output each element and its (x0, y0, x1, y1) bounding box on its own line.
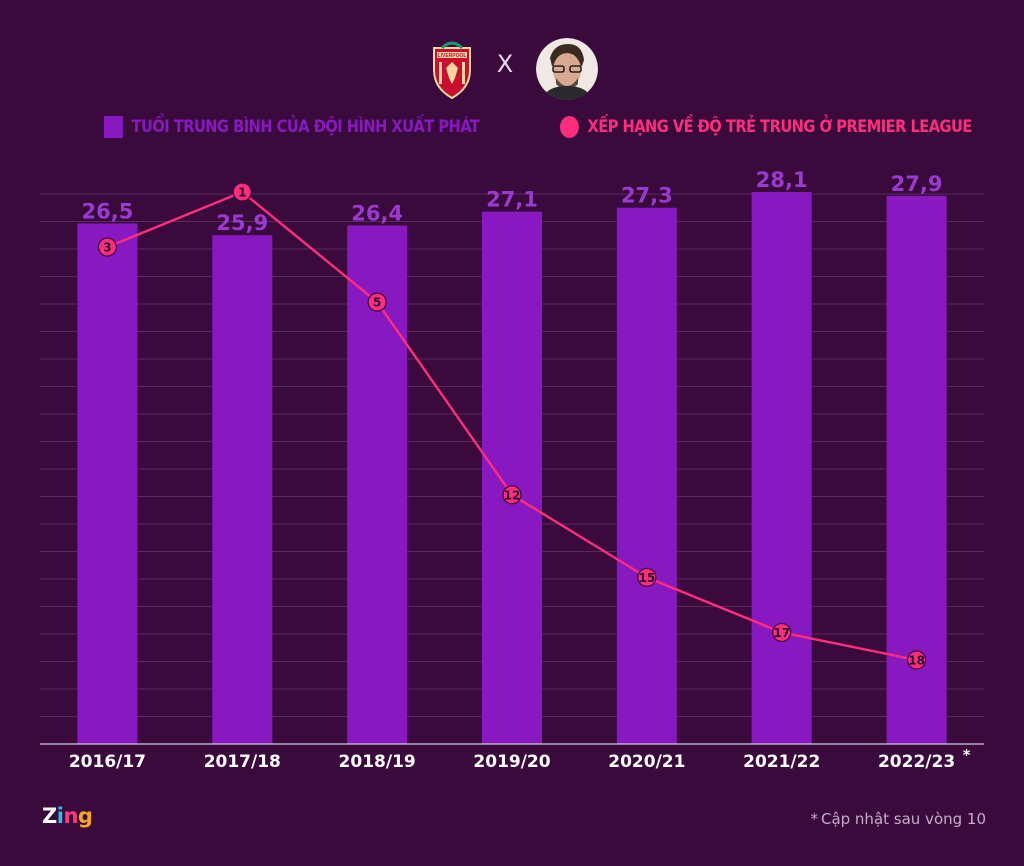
rank-point (906, 650, 927, 670)
legend-bar-series: TUỔI TRUNG BÌNH CỦA ĐỘI HÌNH XUẤT PHÁT (104, 116, 480, 138)
x-tick-label: 2016/17 (69, 752, 146, 772)
note-star: * (810, 810, 818, 828)
legend-line-swatch (560, 116, 579, 138)
bar-value-label: 27,3 (621, 184, 673, 208)
rank-point-label: 17 (773, 626, 790, 640)
rank-point (772, 622, 792, 643)
separator-x: X (496, 50, 514, 78)
rank-point (232, 182, 252, 202)
x-tick-label: 2022/23 (878, 752, 955, 772)
bar-value-label: 27,9 (891, 172, 943, 196)
rank-point (637, 567, 657, 588)
rank-point-label: 12 (504, 488, 521, 502)
bar (482, 211, 542, 744)
rank-point-label: 5 (373, 296, 381, 310)
x-tick-label: 2020/21 (608, 752, 685, 772)
bar (77, 223, 138, 744)
update-note: * Cập nhật sau vòng 10 (810, 810, 986, 828)
note-text: Cập nhật sau vòng 10 (820, 810, 986, 828)
bar-value-label: 27,1 (486, 188, 538, 212)
bar (347, 225, 408, 744)
brand-g: g (77, 804, 93, 828)
brand-i: i (56, 804, 64, 828)
bar (212, 235, 273, 744)
brand-n: n (63, 804, 78, 828)
rank-point-label: 1 (238, 186, 246, 200)
rank-point-label: 15 (639, 571, 656, 585)
x-tick-label: 2017/18 (204, 752, 281, 772)
bar-value-label: 26,4 (351, 201, 403, 225)
crest-text: LIVERPOOL (438, 53, 467, 59)
legend-bar-label: TUỔI TRUNG BÌNH CỦA ĐỘI HÌNH XUẤT PHÁT (131, 117, 480, 137)
rank-point (502, 485, 522, 505)
legend-line-series: XẾP HẠNG VỀ ĐỘ TRẺ TRUNG Ở PREMIER LEAGU… (560, 116, 972, 138)
legend-bar-swatch (104, 116, 123, 138)
x-tick-label: 2019/20 (473, 752, 550, 772)
bar-value-label: 26,5 (82, 199, 134, 223)
rank-line (106, 190, 917, 662)
legend-line-label: XẾP HẠNG VỀ ĐỘ TRẺ TRUNG Ở PREMIER LEAGU… (587, 117, 973, 137)
rank-point (367, 292, 387, 312)
bar (886, 195, 947, 744)
bar-value-label: 25,9 (216, 211, 268, 235)
coach-avatar-icon (536, 38, 598, 100)
bar (751, 192, 812, 744)
rank-point (97, 237, 118, 257)
bar-value-label: 28,1 (756, 168, 808, 192)
x-tick-label: 2021/22 (743, 752, 820, 772)
x-tick-mark: * (963, 746, 971, 764)
brand-z: Z (42, 804, 57, 828)
rank-point-label: 3 (103, 241, 111, 255)
liverpool-crest-icon: LIVERPOOL (433, 41, 471, 100)
x-tick-label: 2018/19 (339, 752, 416, 772)
bar (616, 207, 677, 744)
rank-point-label: 18 (908, 654, 925, 668)
zing-logo: Zing (42, 804, 93, 828)
